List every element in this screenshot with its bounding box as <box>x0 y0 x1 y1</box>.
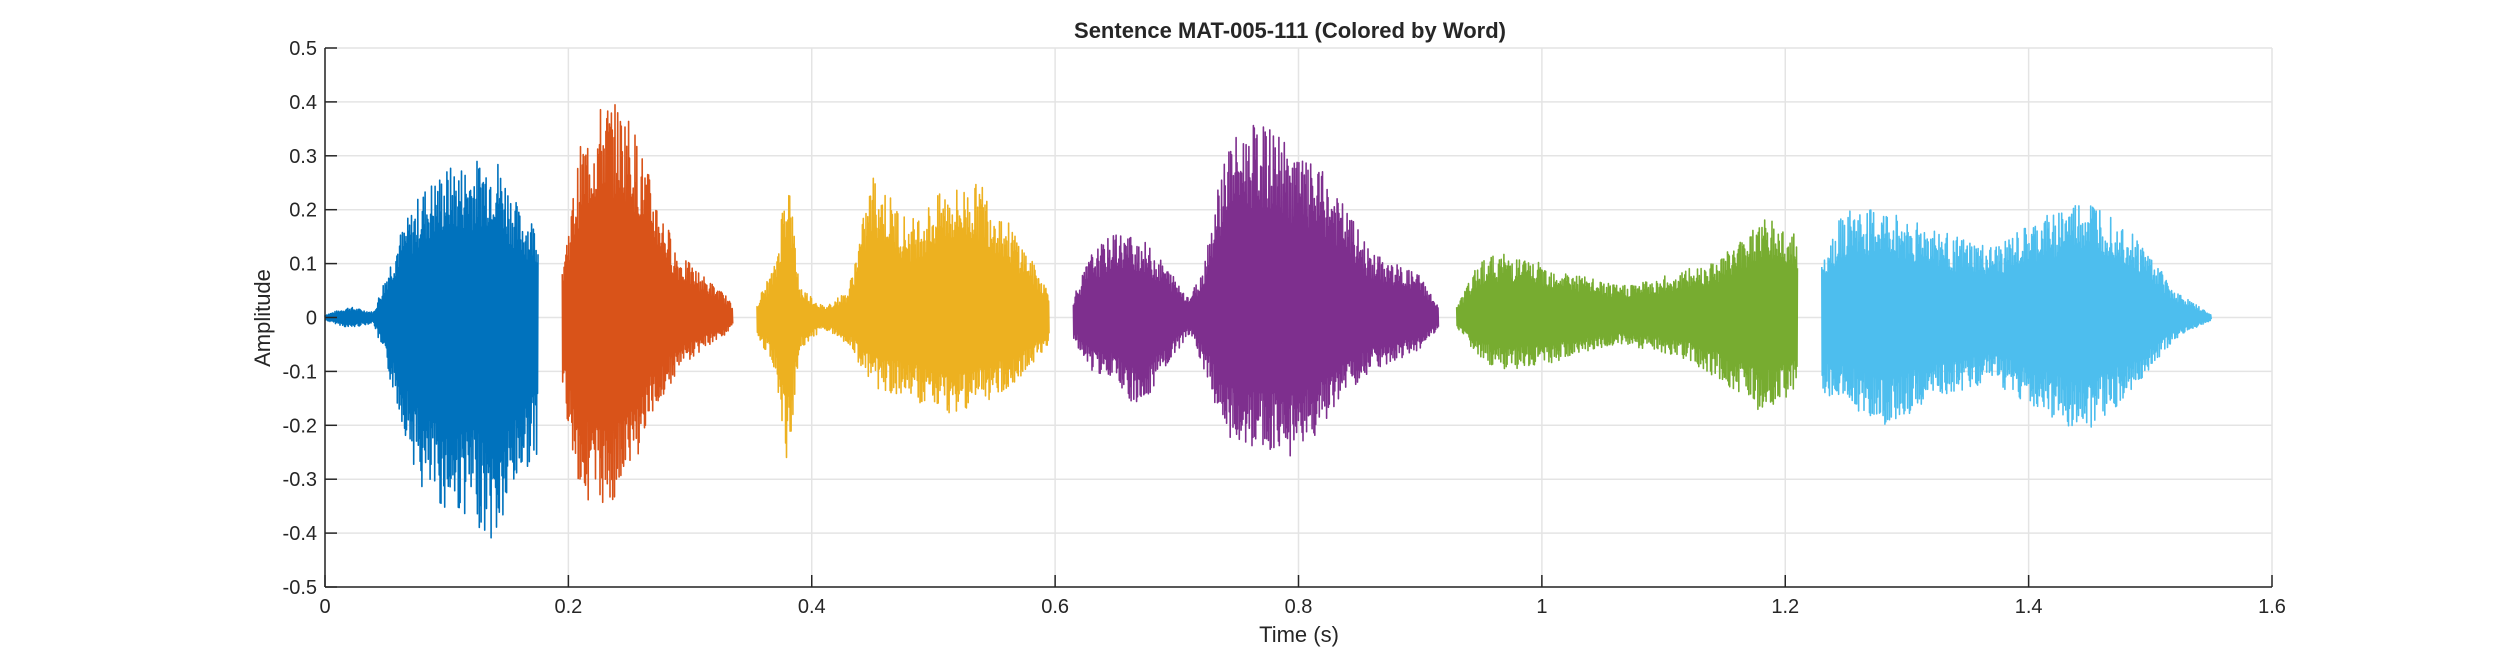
waveform-word-1 <box>324 160 539 539</box>
waveform-word-4 <box>1072 124 1440 457</box>
waveform-word-5 <box>1455 219 1799 411</box>
axes <box>324 47 2273 588</box>
x-tick-label: 0.6 <box>1041 596 1069 618</box>
chart-title: Sentence MAT-005-111 (Colored by Word) <box>1074 18 1506 43</box>
y-tick-label: -0.2 <box>283 415 317 437</box>
waveform-word-2 <box>561 104 734 504</box>
y-tick-label: 0.5 <box>289 38 317 60</box>
waveform-word-6 <box>1821 205 2212 428</box>
x-tick-label: 1.6 <box>2258 596 2286 618</box>
y-tick-label: -0.3 <box>283 469 317 491</box>
x-tick-label: 0.4 <box>798 596 826 618</box>
x-tick-label: 1.4 <box>2015 596 2043 618</box>
x-tick-label: 0 <box>319 596 330 618</box>
y-tick-label: -0.5 <box>283 577 317 599</box>
y-tick-label: -0.4 <box>283 523 317 545</box>
y-axis-label: Amplitude <box>250 269 275 367</box>
y-tick-label: -0.1 <box>283 361 317 383</box>
x-tick-label: 1 <box>1536 596 1547 618</box>
y-tick-label: 0.2 <box>289 200 317 222</box>
y-tick-label: 0.4 <box>289 92 317 114</box>
x-tick-label: 0.2 <box>554 596 582 618</box>
y-tick-label: 0 <box>306 308 317 330</box>
x-tick-label: 1.2 <box>1771 596 1799 618</box>
tick-labels: 0 0.2 0.4 0.6 0.8 1 1.2 1.4 1.6 -0.5 -0.4 -0.3 -0.2 -… <box>283 38 2286 618</box>
y-tick-label: 0.1 <box>289 254 317 276</box>
y-tick-label: 0.3 <box>289 146 317 168</box>
x-axis-label: Time (s) <box>1259 622 1339 647</box>
x-tick-label: 0.8 <box>1285 596 1313 618</box>
waveform-series-group <box>324 104 2212 539</box>
waveform-word-3 <box>756 177 1050 459</box>
